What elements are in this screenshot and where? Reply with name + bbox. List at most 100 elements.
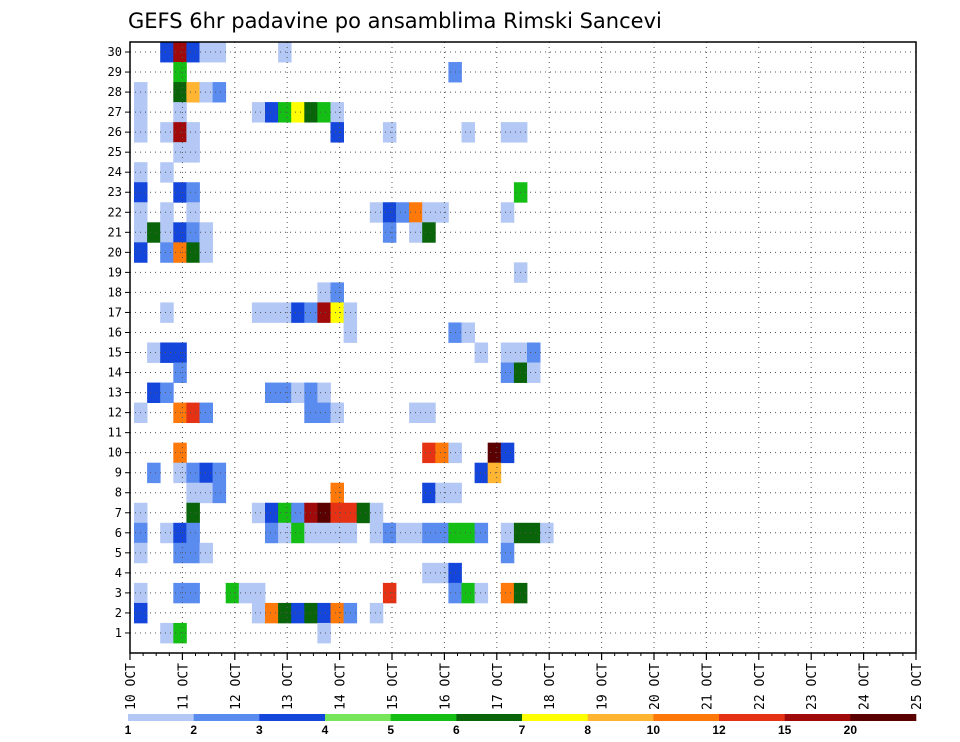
colorbar-label: 1 bbox=[125, 723, 132, 737]
x-tick-label: 13 OCT bbox=[281, 663, 296, 710]
heatmap-cell bbox=[160, 302, 174, 323]
heatmap-cell bbox=[500, 542, 515, 564]
x-tick-label: 11 OCT bbox=[176, 663, 191, 710]
heatmap-cell bbox=[278, 42, 292, 63]
heatmap-cell bbox=[422, 442, 436, 464]
x-tick-label: 25 OCT bbox=[910, 663, 925, 710]
heatmap-cell bbox=[186, 42, 200, 63]
heatmap-cell bbox=[435, 562, 449, 584]
heatmap-cell bbox=[474, 522, 489, 544]
heatmap-cell bbox=[330, 282, 344, 303]
heatmap-cell bbox=[369, 502, 384, 524]
heatmap-cell bbox=[304, 602, 318, 624]
heatmap-cell bbox=[317, 382, 331, 403]
heatmap-cell bbox=[186, 142, 200, 163]
heatmap-cell bbox=[199, 462, 213, 484]
heatmap-cell bbox=[304, 522, 318, 544]
y-tick-label: 3 bbox=[115, 586, 122, 600]
y-tick-label: 6 bbox=[115, 526, 122, 540]
colorbar-label: 15 bbox=[778, 723, 792, 737]
heatmap-cell bbox=[317, 402, 331, 424]
heatmap-cell bbox=[199, 402, 213, 424]
x-tick-label: 22 OCT bbox=[753, 663, 768, 710]
heatmap-cell bbox=[291, 502, 305, 524]
colorbar-label: 2 bbox=[190, 723, 197, 737]
heatmap-cell bbox=[278, 102, 292, 123]
heatmap-cell bbox=[160, 122, 174, 143]
heatmap-cell bbox=[160, 382, 174, 403]
heatmap-cell bbox=[330, 402, 344, 424]
y-tick-label: 9 bbox=[115, 466, 122, 480]
heatmap-cell bbox=[500, 342, 515, 363]
heatmap-cell bbox=[500, 582, 515, 604]
heatmap-cell bbox=[356, 502, 371, 524]
heatmap-cell bbox=[251, 582, 266, 604]
heatmap-cell bbox=[317, 502, 331, 524]
colorbar-swatch bbox=[193, 714, 260, 721]
y-tick-label: 19 bbox=[108, 265, 122, 279]
y-tick-label: 14 bbox=[108, 366, 122, 380]
heatmap-cell bbox=[199, 222, 213, 243]
heatmap-cell bbox=[160, 202, 174, 223]
heatmap-cell bbox=[435, 202, 449, 223]
heatmap-cell bbox=[500, 442, 515, 464]
y-tick-label: 1 bbox=[115, 626, 122, 640]
heatmap-cell bbox=[304, 302, 318, 323]
heatmap-cell bbox=[291, 102, 305, 123]
x-tick-label: 17 OCT bbox=[491, 663, 506, 710]
colorbar-swatch bbox=[128, 714, 194, 721]
x-axis: 10 OCT 11 OCT 12 OCT 13 OCT 14 OCT 15 OCT 16 O… bbox=[124, 653, 925, 710]
y-tick-label: 17 bbox=[108, 305, 122, 319]
y-tick-label: 23 bbox=[108, 185, 122, 199]
heatmap-cell bbox=[382, 202, 397, 223]
heatmap-cell bbox=[160, 622, 174, 644]
colorbar-swatch bbox=[850, 714, 917, 721]
x-tick-label: 16 OCT bbox=[438, 663, 453, 710]
heatmap-cell bbox=[186, 222, 200, 243]
y-tick-label: 15 bbox=[108, 346, 122, 360]
heatmap-cell bbox=[278, 602, 292, 624]
y-tick-label: 16 bbox=[108, 325, 122, 339]
heatmap-cell bbox=[278, 302, 292, 323]
heatmap-cell bbox=[186, 122, 200, 143]
heatmap-cell bbox=[527, 522, 541, 544]
heatmap-cell bbox=[330, 302, 344, 323]
colorbar-swatch bbox=[390, 714, 457, 721]
heatmap-cell bbox=[251, 302, 266, 323]
heatmap-cell bbox=[265, 102, 279, 123]
heatmap-cell bbox=[500, 522, 515, 544]
grid-lines bbox=[130, 42, 916, 653]
heatmap-cell bbox=[487, 442, 502, 464]
heatmap-cell bbox=[186, 242, 200, 263]
heatmap-cell bbox=[461, 322, 475, 343]
colorbar-swatch bbox=[784, 714, 851, 721]
heatmap-cell bbox=[304, 102, 318, 123]
heatmap-cell bbox=[461, 582, 475, 604]
x-tick-label: 15 OCT bbox=[386, 663, 401, 710]
colorbar-swatch bbox=[325, 714, 391, 721]
colorbar-swatch bbox=[587, 714, 654, 721]
heatmap-cell bbox=[422, 482, 436, 504]
x-tick-label: 19 OCT bbox=[596, 663, 611, 710]
heatmap-cell bbox=[160, 162, 174, 183]
heatmap-cell bbox=[291, 522, 305, 544]
heatmap-cell bbox=[160, 242, 174, 263]
heatmap-cell bbox=[422, 402, 436, 424]
heatmap-cell bbox=[330, 522, 344, 544]
heatmap-cell bbox=[212, 462, 227, 484]
y-tick-label: 7 bbox=[115, 506, 122, 520]
heatmap-cell bbox=[317, 102, 331, 123]
y-tick-label: 26 bbox=[108, 125, 122, 139]
colorbar-swatch bbox=[259, 714, 326, 721]
heatmap-cell bbox=[291, 382, 305, 403]
x-tick-label: 24 OCT bbox=[858, 663, 873, 710]
heatmap-cell bbox=[422, 562, 436, 584]
heatmap-cell bbox=[265, 502, 279, 524]
x-tick-label: 23 OCT bbox=[805, 663, 820, 710]
heatmap-cell bbox=[369, 202, 384, 223]
heatmap-cell bbox=[186, 542, 200, 564]
heatmap-cell bbox=[265, 602, 279, 624]
heatmap-cell bbox=[147, 382, 161, 403]
heatmap-cell bbox=[291, 602, 305, 624]
